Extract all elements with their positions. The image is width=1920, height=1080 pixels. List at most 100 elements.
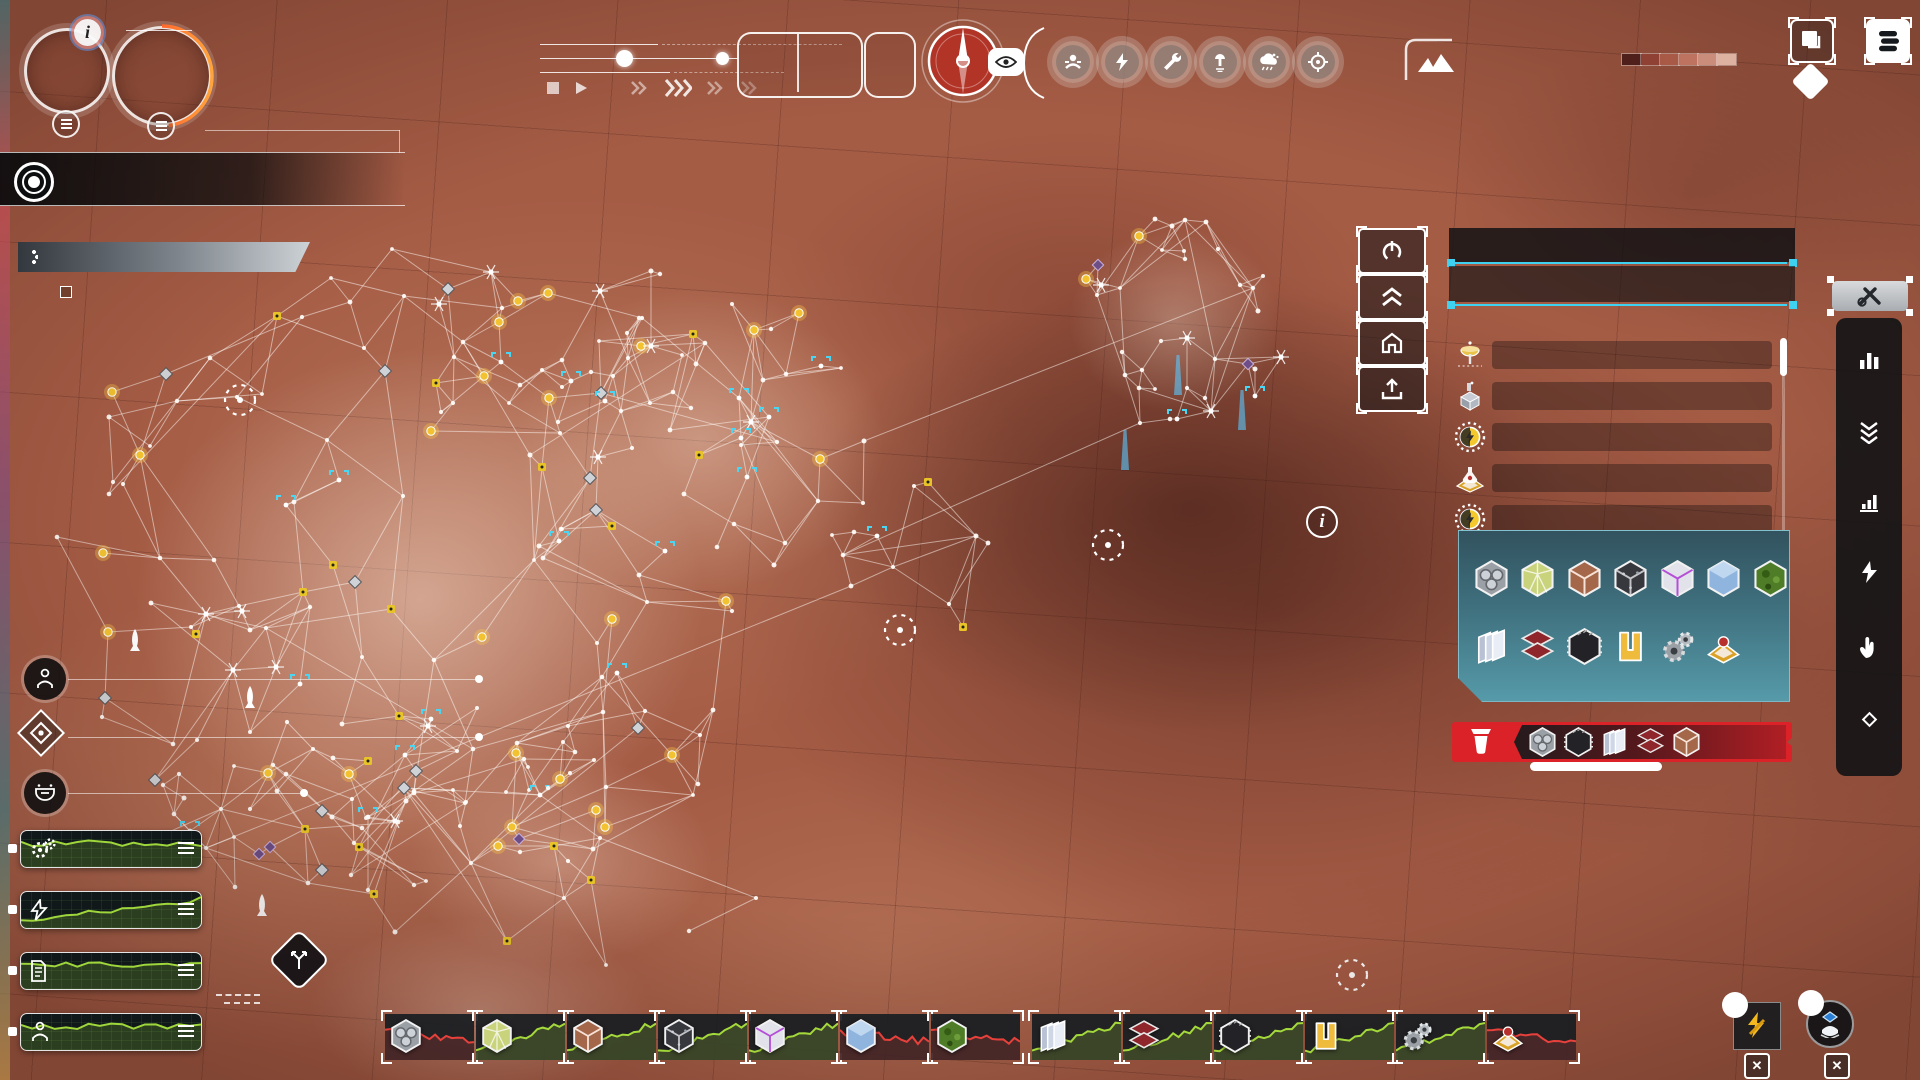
- corner-bracket: [1901, 54, 1912, 65]
- dismiss-alert-button[interactable]: ✕: [1824, 1053, 1850, 1079]
- stockpile-item-food[interactable]: [1701, 628, 1747, 665]
- pause-button[interactable]: [546, 81, 560, 95]
- maintenance-overlay-button[interactable]: [1150, 41, 1192, 83]
- water-button[interactable]: [1860, 710, 1878, 728]
- gauge-power[interactable]: [20, 891, 202, 929]
- play-button[interactable]: [574, 81, 588, 95]
- gauge-menu-icon[interactable]: [178, 842, 194, 844]
- electronics-icon: [1561, 628, 1607, 665]
- temperature-menu-knob[interactable]: [52, 110, 80, 138]
- recycle-building-button[interactable]: [1356, 318, 1428, 368]
- resource-cell-spare-parts[interactable]: [1392, 1010, 1489, 1064]
- building-row[interactable]: [1452, 421, 1772, 453]
- gauge-gears[interactable]: [20, 830, 202, 868]
- overlays-eye-toggle[interactable]: [988, 48, 1024, 76]
- filter-button[interactable]: [1857, 420, 1881, 444]
- stockpile-item-chemicals[interactable]: [1515, 560, 1561, 597]
- gauge-colonist[interactable]: [20, 1013, 202, 1051]
- gauge-menu-icon[interactable]: [178, 903, 194, 905]
- interaction-button[interactable]: [1857, 634, 1881, 660]
- data-stack-button[interactable]: [1864, 17, 1912, 65]
- stockpile-item-spare-parts[interactable]: [1654, 628, 1700, 665]
- power-overlay-button[interactable]: [1101, 41, 1143, 83]
- directive-banner[interactable]: [18, 242, 310, 272]
- stockpile-item-metals[interactable]: [1561, 560, 1607, 597]
- gauge-blueprint[interactable]: [20, 952, 202, 990]
- building-row[interactable]: [1452, 463, 1772, 493]
- corner-bracket: [1356, 364, 1367, 375]
- stockpile-item-silicon[interactable]: [1608, 560, 1654, 597]
- colonist-icon: [30, 1021, 50, 1043]
- speed-3-button[interactable]: [706, 80, 726, 96]
- salvage-button[interactable]: [1356, 364, 1428, 414]
- colonists-overlay-button[interactable]: [1052, 41, 1094, 83]
- power-grid-button[interactable]: [1859, 560, 1879, 584]
- resource-cell-chemicals[interactable]: [472, 1010, 569, 1064]
- production-chart-button[interactable]: [1857, 490, 1881, 514]
- polymers-icon: [1128, 1019, 1160, 1053]
- stockpile-item-water-ice[interactable]: [1701, 560, 1747, 597]
- speed-knob-2[interactable]: [716, 52, 729, 65]
- water-ice-icon: [1701, 560, 1747, 597]
- speed-2-button[interactable]: [664, 78, 692, 98]
- resource-cell-electronics[interactable]: [1210, 1010, 1307, 1064]
- machine-parts-icon: [1310, 1019, 1342, 1053]
- building-list-scroll-thumb[interactable]: [1780, 338, 1787, 376]
- engineering-badge[interactable]: [267, 928, 331, 992]
- priority-up-button[interactable]: [1356, 272, 1428, 322]
- dismiss-alert-button[interactable]: ✕: [1744, 1053, 1770, 1079]
- building-row[interactable]: [1452, 503, 1772, 535]
- weather-overlay-button[interactable]: [1248, 41, 1290, 83]
- stockpile-item-glass[interactable]: [1468, 628, 1514, 665]
- building-list-scrollbar[interactable]: [1782, 338, 1785, 560]
- speed-1-button[interactable]: [630, 80, 650, 96]
- resource-cell-machine-parts[interactable]: [1301, 1010, 1398, 1064]
- stat-connector-dot: [475, 675, 483, 683]
- statistics-button[interactable]: [1857, 348, 1881, 372]
- targets-overlay-button[interactable]: [1297, 41, 1339, 83]
- power-alert-icon: [1748, 1012, 1766, 1038]
- speed-track-2[interactable]: [540, 58, 738, 59]
- dump-items: [1514, 725, 1786, 759]
- stat-connector-dot: [300, 789, 308, 797]
- compass[interactable]: [920, 18, 1006, 104]
- stockpile-item-polymers[interactable]: [1515, 628, 1561, 665]
- dump-bar[interactable]: [1452, 722, 1792, 762]
- corner-bracket: [1417, 364, 1428, 375]
- speed-knob[interactable]: [616, 50, 633, 67]
- stockpile-item-steel[interactable]: [1468, 560, 1514, 597]
- stockpile-item-electronics[interactable]: [1561, 628, 1607, 665]
- stockpile-item-biomass[interactable]: [1747, 560, 1793, 597]
- directive-task[interactable]: [60, 286, 80, 298]
- resource-cell-polymers[interactable]: [1119, 1010, 1216, 1064]
- task-checkbox[interactable]: [60, 286, 72, 298]
- speed-track-3[interactable]: [540, 72, 670, 73]
- info-button[interactable]: i: [1306, 506, 1338, 538]
- stockpile-item-aluminium[interactable]: [1654, 560, 1700, 597]
- resource-cell-steel[interactable]: [381, 1010, 478, 1064]
- resource-cell-metals[interactable]: [563, 1010, 660, 1064]
- pressure-menu-knob[interactable]: [147, 112, 175, 140]
- tools-icon: [1857, 287, 1881, 307]
- pressure-gauge[interactable]: [110, 24, 214, 128]
- speed-track-1[interactable]: [540, 44, 658, 45]
- resource-cell-glass[interactable]: [1028, 1010, 1125, 1064]
- gauge-menu-icon[interactable]: [178, 1025, 194, 1027]
- building-row[interactable]: [1452, 381, 1772, 411]
- resource-cell-food[interactable]: [1483, 1010, 1580, 1064]
- sprayer-overlay-button[interactable]: [1199, 41, 1241, 83]
- corner-bracket: [927, 1010, 938, 1021]
- info-badge-icon[interactable]: i: [74, 19, 101, 46]
- build-tools-tab[interactable]: [1827, 276, 1913, 316]
- resource-cell-aluminium[interactable]: [745, 1010, 842, 1064]
- resource-cell-biomass[interactable]: [927, 1010, 1024, 1064]
- screenshot-layers-button[interactable]: [1788, 17, 1836, 65]
- resource-cell-silicon[interactable]: [654, 1010, 751, 1064]
- stockpile-item-machine-parts[interactable]: [1608, 628, 1654, 665]
- dump-scrollbar[interactable]: [1530, 762, 1662, 771]
- power-toggle-button[interactable]: [1356, 226, 1428, 276]
- building-row[interactable]: [1452, 340, 1772, 370]
- resource-cell-water-ice[interactable]: [836, 1010, 933, 1064]
- gauge-menu-icon[interactable]: [178, 964, 194, 966]
